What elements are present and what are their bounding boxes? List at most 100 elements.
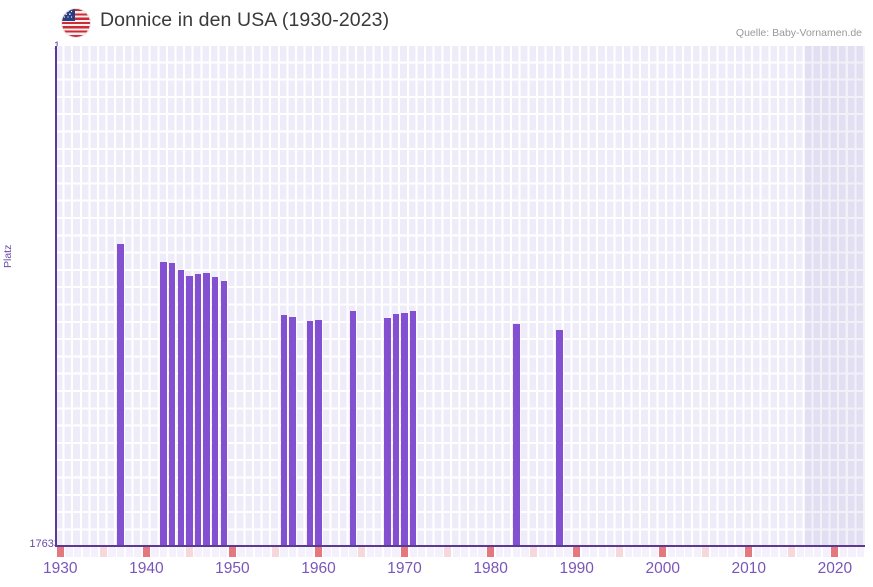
x-tick-1956 [280,547,288,557]
x-axis-label-1960: 1960 [301,560,336,577]
bar-1971[interactable] [409,311,417,546]
x-tick-1973 [426,547,434,557]
x-tick-1991 [581,547,589,557]
source-attribution: Quelle: Baby-Vornamen.de [735,27,862,39]
x-tick-2017 [805,547,813,557]
x-tick-1957 [289,547,297,557]
x-tick-1982 [504,547,512,557]
x-axis-label-1940: 1940 [129,560,164,577]
bar-1942[interactable] [160,261,167,546]
x-tick-1930 [56,547,64,557]
x-tick-2009 [736,547,744,557]
x-tick-1950 [228,547,237,557]
x-tick-1983 [512,547,521,557]
x-tick-1970 [400,547,409,557]
x-tick-1948 [211,547,219,557]
x-tick-2018 [814,547,822,557]
bar-1957[interactable] [289,316,296,546]
bar-1969[interactable] [392,313,400,546]
x-tick-1992 [590,547,598,557]
future-shade-region [804,46,865,546]
x-tick-1986 [538,547,546,557]
x-tick-2004 [693,547,701,557]
x-tick-1990 [573,547,581,557]
bar-1946[interactable] [194,274,202,546]
x-tick-1966 [366,547,374,557]
x-axis-label-2010: 2010 [731,560,767,577]
x-tick-1952 [246,547,254,557]
bar-1988[interactable] [556,329,563,546]
x-tick-1940 [142,547,150,557]
x-tick-2015 [788,547,796,557]
bar-1983[interactable] [513,323,520,546]
x-tick-1947 [203,547,211,557]
x-tick-1978 [469,547,477,557]
x-tick-1985 [530,547,538,557]
bar-1948[interactable] [211,277,219,546]
x-tick-1999 [650,547,658,557]
bar-1960[interactable] [315,319,322,546]
bar-1949[interactable] [220,281,228,546]
bar-1956[interactable] [280,315,288,546]
x-tick-1971 [409,547,417,557]
x-tick-1996 [624,547,632,557]
x-tick-1953 [254,547,262,557]
bar-1959[interactable] [306,321,314,546]
us-flag-icon [62,9,90,37]
x-tick-2012 [762,547,770,557]
x-tick-1988 [555,547,564,557]
bar-1943[interactable] [168,262,176,546]
x-tick-1972 [418,547,426,557]
x-tick-1955 [271,547,280,557]
x-tick-2001 [667,547,675,557]
x-axis-line [55,545,865,547]
x-tick-1979 [478,547,486,557]
x-tick-1984 [521,547,529,557]
x-tick-1946 [194,547,202,557]
x-axis-label-1930: 1930 [43,560,78,577]
bar-1944[interactable] [177,270,185,546]
x-tick-1933 [82,547,90,557]
x-tick-1937 [116,547,125,557]
bar-1968[interactable] [384,318,391,546]
chart-header: Donnice in den USA (1930-2023) Quelle: B… [0,0,873,46]
x-tick-1945 [185,547,193,557]
bar-1964[interactable] [349,311,357,546]
bar-1970[interactable] [401,312,408,546]
x-axis-labels: 1930 1940 1950 1960 1970 1980 1990 2000 2010 2020 [0,560,873,584]
x-tick-2010 [745,547,753,557]
x-tick-2019 [822,547,830,557]
x-axis-label-1990: 1990 [559,560,594,577]
y-axis-title: Platz [2,244,14,268]
x-tick-1932 [73,547,82,557]
x-tick-1949 [220,547,228,557]
x-tick-2022 [848,547,856,557]
x-tick-1967 [375,547,383,557]
x-axis-label-1980: 1980 [473,560,508,577]
x-tick-2002 [676,547,684,557]
bar-1945[interactable] [186,275,193,546]
x-tick-1960 [314,547,323,557]
x-tick-1975 [443,547,452,557]
x-tick-1987 [547,547,555,557]
x-tick-1974 [435,547,443,557]
x-tick-1942 [159,547,168,557]
x-tick-1995 [616,547,624,557]
x-tick-1977 [461,547,469,557]
x-tick-2006 [710,547,718,557]
x-tick-1944 [177,547,185,557]
bars-layer [56,46,865,546]
x-tick-1961 [323,547,331,557]
x-tick-1958 [297,547,305,557]
x-tick-2013 [771,547,779,557]
x-tick-2021 [839,547,848,557]
y-axis-line [55,46,57,546]
bar-1947[interactable] [203,272,210,546]
x-tick-1965 [357,547,366,557]
x-tick-1998 [641,547,650,557]
bar-1937[interactable] [117,244,124,546]
x-tick-2008 [727,547,736,557]
x-tick-1989 [564,547,572,557]
x-tick-1993 [598,547,607,557]
